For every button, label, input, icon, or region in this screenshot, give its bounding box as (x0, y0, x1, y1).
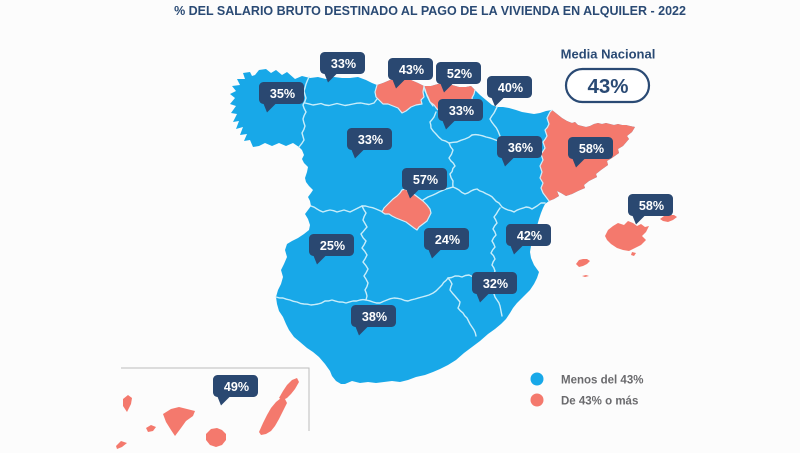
svg-text:36%: 36% (508, 141, 533, 155)
svg-text:24%: 24% (435, 233, 460, 247)
svg-text:Menos del 43%: Menos del 43% (561, 375, 643, 387)
svg-text:32%: 32% (483, 277, 508, 291)
svg-text:33%: 33% (331, 57, 356, 71)
svg-text:25%: 25% (320, 239, 345, 253)
svg-text:49%: 49% (224, 380, 249, 394)
svg-text:58%: 58% (639, 199, 664, 213)
svg-text:43%: 43% (399, 63, 424, 77)
svg-text:33%: 33% (358, 133, 383, 147)
svg-text:43%: 43% (587, 75, 628, 98)
svg-text:38%: 38% (362, 310, 387, 324)
svg-text:De 43% o más: De 43% o más (561, 396, 638, 408)
svg-text:52%: 52% (447, 67, 472, 81)
svg-text:58%: 58% (579, 142, 604, 156)
svg-text:40%: 40% (498, 81, 523, 95)
svg-text:% DEL SALARIO BRUTO DESTINADO: % DEL SALARIO BRUTO DESTINADO AL PAGO DE… (174, 4, 686, 18)
svg-text:33%: 33% (449, 104, 474, 118)
svg-text:42%: 42% (517, 229, 542, 243)
svg-text:35%: 35% (270, 87, 295, 101)
svg-text:57%: 57% (413, 173, 438, 187)
svg-text:Media Nacional: Media Nacional (561, 47, 656, 62)
